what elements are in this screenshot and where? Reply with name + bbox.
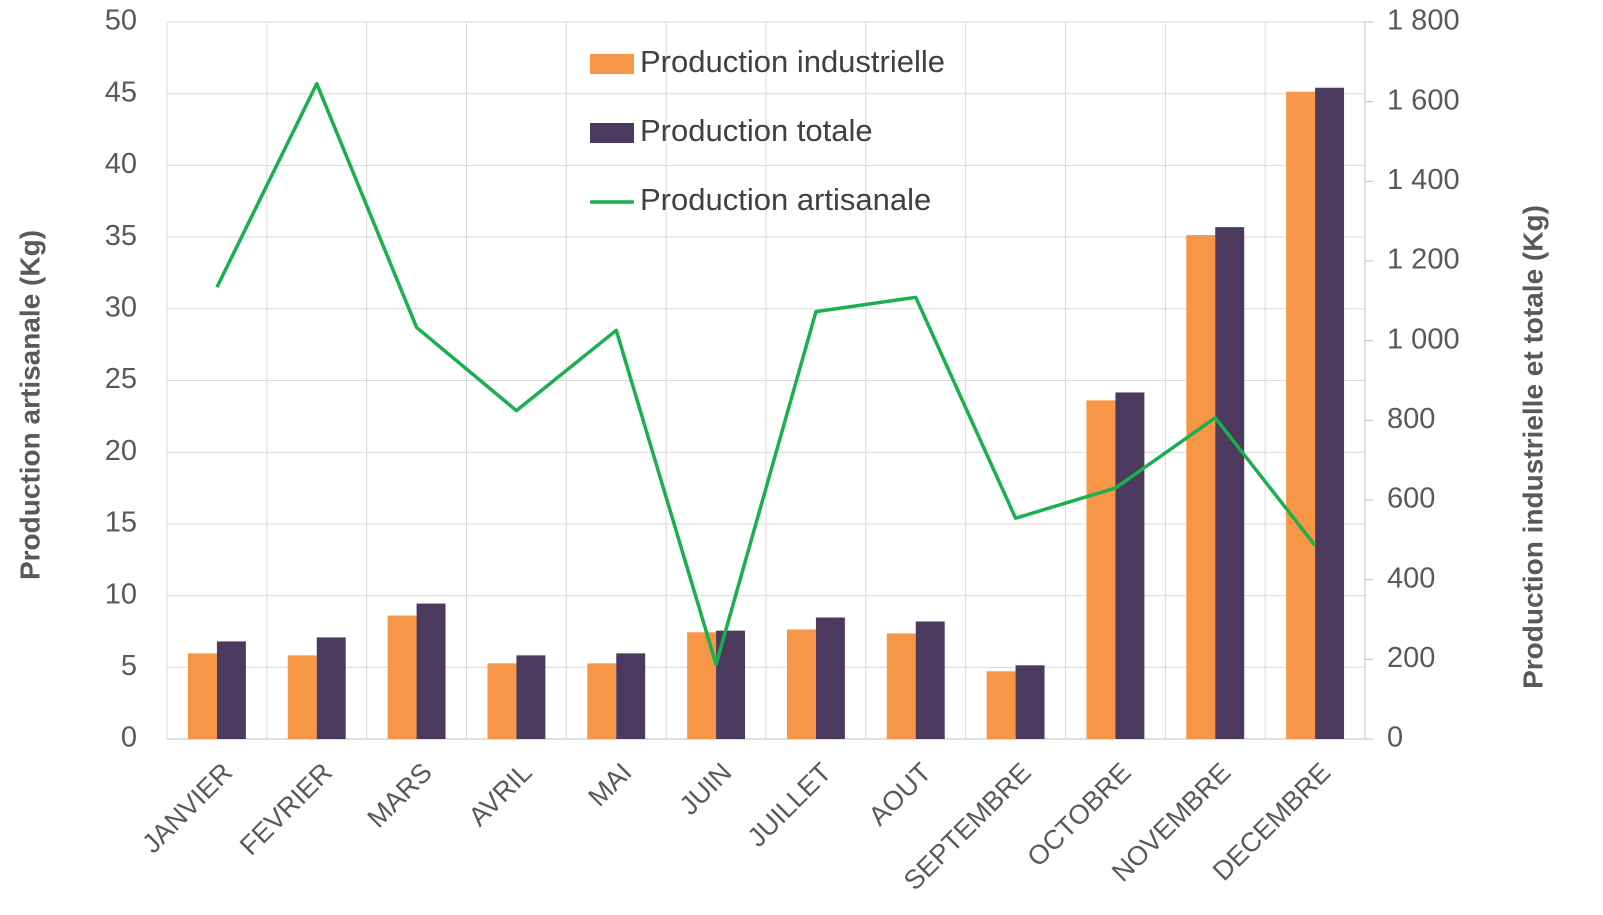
y2-tick-label: 1 200 (1387, 244, 1460, 276)
y-tick-label: 45 (105, 76, 137, 108)
bar (786, 629, 816, 739)
x-tick-label: MARS (361, 757, 437, 833)
y-axis-title: Production artisanale (Kg) (14, 230, 45, 580)
x-tick-label: JANVIER (136, 757, 238, 859)
bar (487, 663, 517, 739)
bar (587, 663, 617, 739)
y2-tick-label: 1 000 (1387, 323, 1460, 355)
x-tick-label: JUIN (674, 757, 738, 821)
y2-tick-label: 200 (1387, 642, 1435, 674)
bar (1086, 400, 1116, 739)
y-tick-label: 10 (105, 578, 137, 610)
legend-swatch (590, 54, 634, 74)
y2-tick-label: 1 600 (1387, 84, 1460, 116)
legend-swatch (590, 123, 634, 143)
bar (886, 633, 916, 739)
legend-label: Production artisanale (640, 182, 931, 217)
y2-axis-title: Production industrielle et totale (Kg) (1517, 205, 1548, 689)
x-tick-label: AVRIL (463, 757, 538, 832)
bar (416, 603, 446, 739)
y2-tick-label: 1 800 (1387, 5, 1460, 37)
y-tick-label: 15 (105, 507, 137, 539)
bar (316, 637, 346, 739)
bar (516, 655, 546, 739)
x-tick-label: JUILLET (742, 757, 837, 852)
bar (616, 653, 646, 739)
bar (1315, 87, 1345, 740)
bar (216, 641, 246, 739)
y2-tick-label: 600 (1387, 483, 1435, 515)
y2-tick-label: 800 (1387, 403, 1435, 435)
bar (1215, 227, 1245, 739)
legend-label: Production totale (640, 113, 873, 148)
x-tick-label: MAI (582, 757, 637, 812)
line (215, 81, 1317, 667)
y-tick-label: 30 (105, 291, 137, 323)
bar (1015, 665, 1045, 739)
bar (1115, 392, 1145, 739)
y-tick-label: 35 (105, 220, 137, 252)
bar (287, 655, 317, 739)
y-tick-label: 25 (105, 363, 137, 395)
y-tick-label: 50 (105, 5, 137, 37)
bar (986, 671, 1016, 739)
y2-tick-label: 1 400 (1387, 164, 1460, 196)
bar (387, 615, 417, 739)
x-tick-label: AOUT (863, 757, 937, 831)
y-tick-label: 40 (105, 148, 137, 180)
y-tick-label: 20 (105, 435, 137, 467)
bar (815, 617, 845, 739)
x-tick-label: FEVRIER (234, 757, 338, 861)
bar (915, 621, 945, 739)
y-tick-label: 5 (121, 650, 137, 682)
y-tick-label: 0 (121, 722, 137, 754)
bar (1286, 91, 1316, 740)
bar (1186, 235, 1216, 739)
legend-label: Production industrielle (640, 44, 945, 79)
y2-tick-label: 0 (1387, 722, 1403, 754)
bar (187, 653, 217, 739)
y2-tick-label: 400 (1387, 562, 1435, 594)
